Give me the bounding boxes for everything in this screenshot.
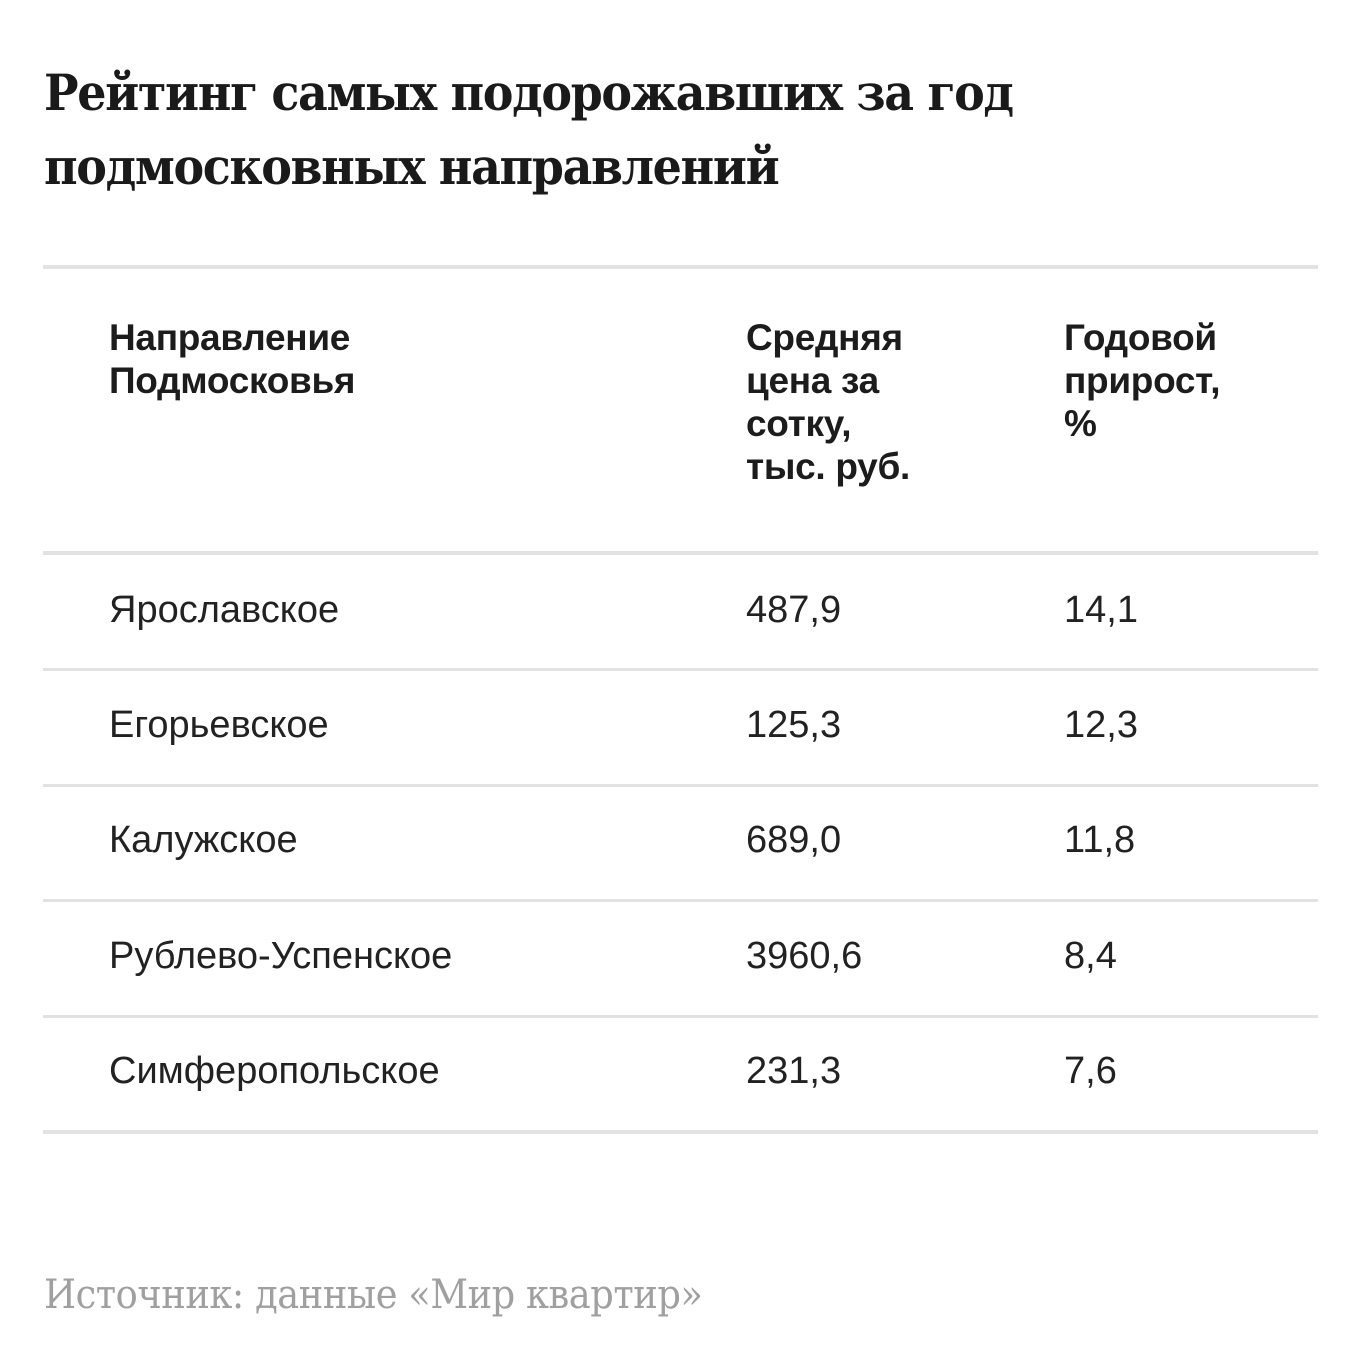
cell-growth: 11,8 bbox=[1064, 819, 1136, 861]
header-line: Средняя bbox=[746, 317, 903, 358]
row-rule bbox=[43, 1015, 1318, 1018]
header-price: Средняя цена за сотку, тыс. руб. bbox=[746, 316, 910, 488]
cell-growth: 14,1 bbox=[1064, 589, 1138, 631]
header-line: прирост, bbox=[1064, 360, 1221, 401]
source-note: Источник: данные «Мир квартир» bbox=[44, 1272, 703, 1318]
cell-price: 689,0 bbox=[746, 819, 842, 861]
header-growth: Годовой прирост, % bbox=[1064, 316, 1221, 445]
cell-direction: Калужское bbox=[109, 819, 298, 861]
page-title: Рейтинг самых подорожавших за год подмос… bbox=[44, 63, 1014, 196]
header-line: Направление bbox=[109, 317, 351, 358]
cell-direction: Егорьевское bbox=[109, 704, 329, 746]
cell-price: 3960,6 bbox=[746, 935, 863, 977]
header-line: Подмосковья bbox=[109, 360, 356, 401]
table-bottom-rule bbox=[43, 1130, 1318, 1134]
row-rule bbox=[43, 668, 1318, 671]
header-line: сотку, bbox=[746, 403, 852, 444]
header-line: Годовой bbox=[1064, 317, 1217, 358]
table-top-rule bbox=[43, 265, 1318, 269]
header-rule bbox=[43, 551, 1318, 555]
header-line: тыс. руб. bbox=[746, 446, 910, 487]
cell-price: 487,9 bbox=[746, 589, 842, 631]
cell-direction: Симферопольское bbox=[109, 1050, 440, 1092]
row-rule bbox=[43, 784, 1318, 787]
cell-price: 231,3 bbox=[746, 1050, 842, 1092]
cell-direction: Ярославское bbox=[109, 589, 340, 631]
row-rule bbox=[43, 899, 1318, 902]
cell-growth: 12,3 bbox=[1064, 704, 1138, 746]
header-line: % bbox=[1064, 403, 1097, 444]
header-line: цена за bbox=[746, 360, 879, 401]
cell-growth: 8,4 bbox=[1064, 935, 1117, 977]
cell-growth: 7,6 bbox=[1064, 1050, 1117, 1092]
cell-price: 125,3 bbox=[746, 704, 842, 746]
cell-direction: Рублево-Успенское bbox=[109, 935, 453, 977]
header-direction: Направление Подмосковья bbox=[109, 316, 355, 402]
